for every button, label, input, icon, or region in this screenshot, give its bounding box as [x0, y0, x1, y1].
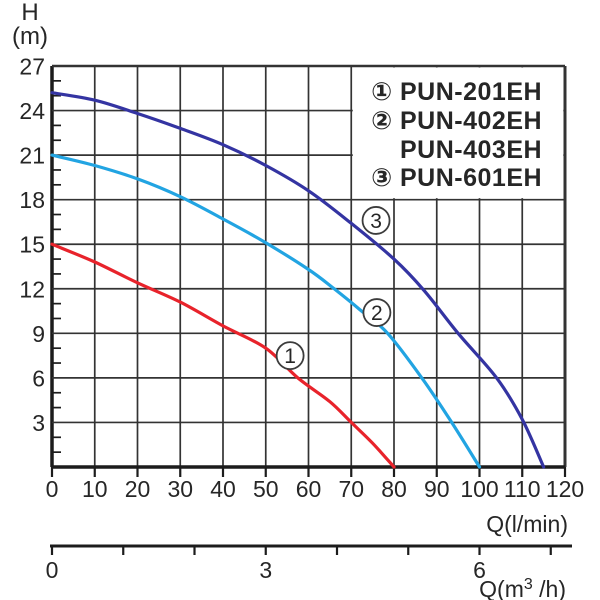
x-tick-label: 30	[167, 476, 193, 502]
curves-layer	[50, 91, 546, 469]
legend-background-layer	[352, 67, 564, 199]
curve-badge-circle	[275, 341, 305, 371]
x-tick-label: 0	[46, 476, 59, 502]
secondary-axis-tick-label: 0	[46, 557, 59, 583]
legend-badge-1: ①	[371, 78, 393, 106]
legend-label-pun-402eh: PUN-402EH	[400, 107, 542, 135]
legend-label-pun-601eh: PUN-601EH	[400, 164, 542, 192]
x-tick-label: 110	[504, 476, 541, 502]
y-tick-label: 27	[19, 54, 45, 80]
curve-badges-layer: 1 2 3	[275, 206, 392, 371]
x-tick-label: 90	[424, 476, 450, 502]
curve-badge-number: 1	[284, 345, 296, 368]
y-axis-title-h: H	[21, 0, 38, 26]
y-axis-title-unit: (m)	[12, 23, 48, 50]
secondary-axis-title: Q(m3 /h)	[479, 576, 566, 600]
curve-badge-circle	[362, 298, 392, 327]
y-tick-label: 12	[19, 276, 45, 302]
legend-label-pun-403eh: PUN-403EH	[400, 136, 542, 164]
curve-pun-601eh	[50, 91, 546, 469]
legend: ① PUN-201EH ② PUN-402EH PUN-403EH ③ PUN-…	[371, 78, 542, 192]
curve-pun-402eh-pun-403eh	[50, 153, 482, 469]
y-tick-label: 21	[19, 143, 45, 169]
legend-badge-3: ③	[371, 164, 393, 192]
x-axis-title: Q(l/min)	[486, 511, 568, 537]
x-tick-label: 70	[338, 476, 364, 502]
secondary-axis-tick-label: 3	[259, 557, 272, 583]
y-tick-label: 18	[19, 187, 45, 213]
legend-badge-2: ②	[371, 107, 393, 135]
curve-badge-circle	[361, 206, 391, 235]
x-tick-label: 100	[460, 476, 498, 502]
y-tick-label: 9	[32, 321, 45, 347]
y-tick-label: 3	[32, 410, 45, 436]
x-tick-label: 120	[546, 476, 584, 502]
secondary-axis-tick-label: 6	[473, 557, 486, 583]
y-tick-label: 6	[32, 365, 45, 391]
legend-box	[352, 67, 564, 199]
curve-badge-number: 2	[371, 302, 383, 325]
x-tick-label: 40	[210, 476, 236, 502]
x-tick-label: 80	[381, 476, 407, 502]
y-tick-label: 15	[19, 232, 45, 258]
axis-ticks-layer: 0 10 20 30 40 50 60 70 80 90 100 110 120369121518212…	[19, 54, 584, 503]
secondary-axis-layer: 0 3 6Q(m3 /h)	[46, 544, 572, 600]
x-tick-label: 10	[82, 476, 108, 502]
legend-label-pun-201eh: PUN-201EH	[400, 78, 542, 106]
curve-badge-number: 3	[370, 210, 382, 233]
curve-pun-201eh	[50, 242, 396, 469]
y-tick-label: 24	[19, 98, 45, 124]
x-tick-label: 60	[296, 476, 322, 502]
x-tick-label: 50	[253, 476, 279, 502]
x-tick-label: 20	[125, 476, 151, 502]
